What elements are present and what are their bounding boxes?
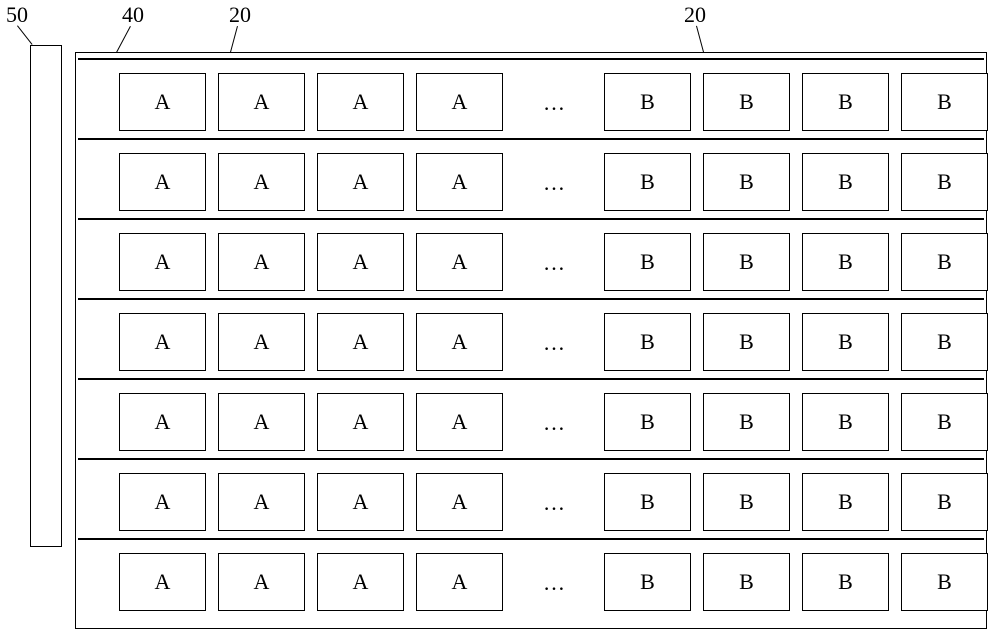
cell-a: A <box>416 233 503 291</box>
cell-b: B <box>802 473 889 531</box>
cell-b: B <box>802 313 889 371</box>
cell-a: A <box>218 393 305 451</box>
cell-b: B <box>703 313 790 371</box>
cell-a: A <box>119 153 206 211</box>
cell-a: A <box>218 313 305 371</box>
ref-label-20b: 20 <box>680 2 710 26</box>
row-divider <box>78 298 984 300</box>
cell-a: A <box>218 153 305 211</box>
sidebar-block <box>30 45 62 547</box>
cell-b: B <box>604 153 691 211</box>
ellipsis: … <box>530 170 580 196</box>
cell-a: A <box>416 73 503 131</box>
cell-b: B <box>802 73 889 131</box>
cell-b: B <box>802 553 889 611</box>
row-divider <box>78 58 984 60</box>
cell-a: A <box>317 153 404 211</box>
cell-a: A <box>317 233 404 291</box>
ellipsis: … <box>530 250 580 276</box>
cell-b: B <box>901 313 988 371</box>
cell-b: B <box>703 393 790 451</box>
cell-b: B <box>703 153 790 211</box>
cell-a: A <box>317 553 404 611</box>
ellipsis: … <box>530 410 580 436</box>
cell-a: A <box>218 553 305 611</box>
cell-a: A <box>317 473 404 531</box>
cell-a: A <box>317 313 404 371</box>
row-divider <box>78 458 984 460</box>
cell-b: B <box>901 233 988 291</box>
cell-b: B <box>604 73 691 131</box>
cell-b: B <box>604 233 691 291</box>
cell-b: B <box>604 473 691 531</box>
cell-a: A <box>119 73 206 131</box>
cell-b: B <box>802 233 889 291</box>
diagram-stage: 50 40 20 20 AAAA…BBBBAAAA…BBBBAAAA…BBBBA… <box>0 0 1000 637</box>
cell-a: A <box>416 393 503 451</box>
cell-b: B <box>901 393 988 451</box>
cell-b: B <box>901 553 988 611</box>
cell-a: A <box>416 553 503 611</box>
cell-a: A <box>119 473 206 531</box>
ref-label-50: 50 <box>2 2 32 26</box>
cell-a: A <box>416 473 503 531</box>
cell-a: A <box>218 233 305 291</box>
cell-b: B <box>604 553 691 611</box>
cell-a: A <box>119 553 206 611</box>
cell-a: A <box>218 473 305 531</box>
cell-a: A <box>218 73 305 131</box>
cell-a: A <box>119 233 206 291</box>
cell-b: B <box>802 153 889 211</box>
row-divider <box>78 378 984 380</box>
cell-a: A <box>416 313 503 371</box>
cell-b: B <box>604 393 691 451</box>
row-divider <box>78 218 984 220</box>
cell-a: A <box>119 313 206 371</box>
cell-b: B <box>604 313 691 371</box>
cell-b: B <box>802 393 889 451</box>
cell-a: A <box>416 153 503 211</box>
main-panel: AAAA…BBBBAAAA…BBBBAAAA…BBBBAAAA…BBBBAAAA… <box>75 52 987 629</box>
cell-b: B <box>901 153 988 211</box>
cell-b: B <box>901 73 988 131</box>
ellipsis: … <box>530 490 580 516</box>
ref-label-20a: 20 <box>225 2 255 26</box>
cell-b: B <box>703 73 790 131</box>
ref-label-40: 40 <box>118 2 148 26</box>
cell-b: B <box>703 473 790 531</box>
ellipsis: … <box>530 570 580 596</box>
ellipsis: … <box>530 90 580 116</box>
cell-a: A <box>119 393 206 451</box>
cell-b: B <box>901 473 988 531</box>
cell-a: A <box>317 393 404 451</box>
cell-b: B <box>703 553 790 611</box>
ellipsis: … <box>530 330 580 356</box>
row-divider <box>78 138 984 140</box>
cell-b: B <box>703 233 790 291</box>
cell-a: A <box>317 73 404 131</box>
row-divider <box>78 538 984 540</box>
leader-line-50 <box>17 25 33 45</box>
